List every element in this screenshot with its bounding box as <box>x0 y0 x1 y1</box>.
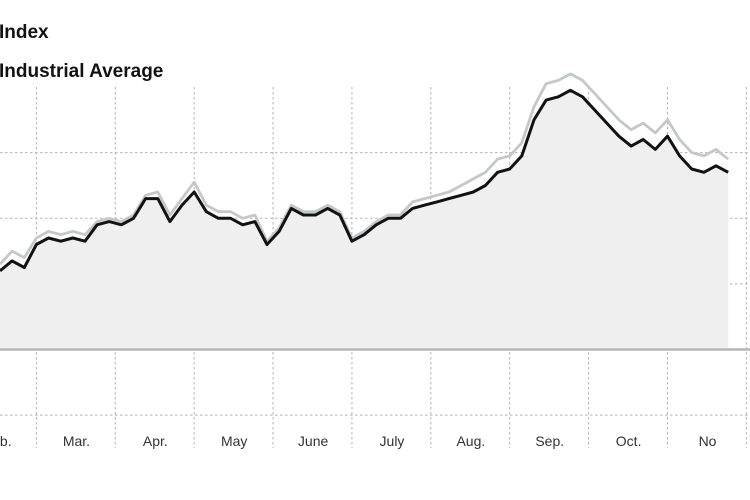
x-tick-label: Apr. <box>143 433 168 449</box>
x-tick-label: June <box>298 433 329 449</box>
index-series-line <box>0 72 730 266</box>
x-tick-label: May <box>221 433 247 449</box>
x-tick-label: No <box>699 433 717 449</box>
industrial-average-series-line <box>0 88 729 272</box>
x-tick-label: Feb. <box>0 433 12 449</box>
legend-industrial-average-label: Industrial Average <box>0 61 163 82</box>
x-axis-tick-labels: Feb. Mar. Apr. May June July Aug. Sep. Oct. No <box>0 433 717 449</box>
x-tick-label: July <box>380 433 405 449</box>
x-tick-label: Oct. <box>616 433 642 449</box>
industrial-average-area <box>0 90 729 350</box>
legend-index-label: Index <box>0 22 49 43</box>
x-tick-label: Mar. <box>63 433 90 449</box>
x-tick-label: Sep. <box>535 433 564 449</box>
x-tick-label: Aug. <box>456 433 485 449</box>
